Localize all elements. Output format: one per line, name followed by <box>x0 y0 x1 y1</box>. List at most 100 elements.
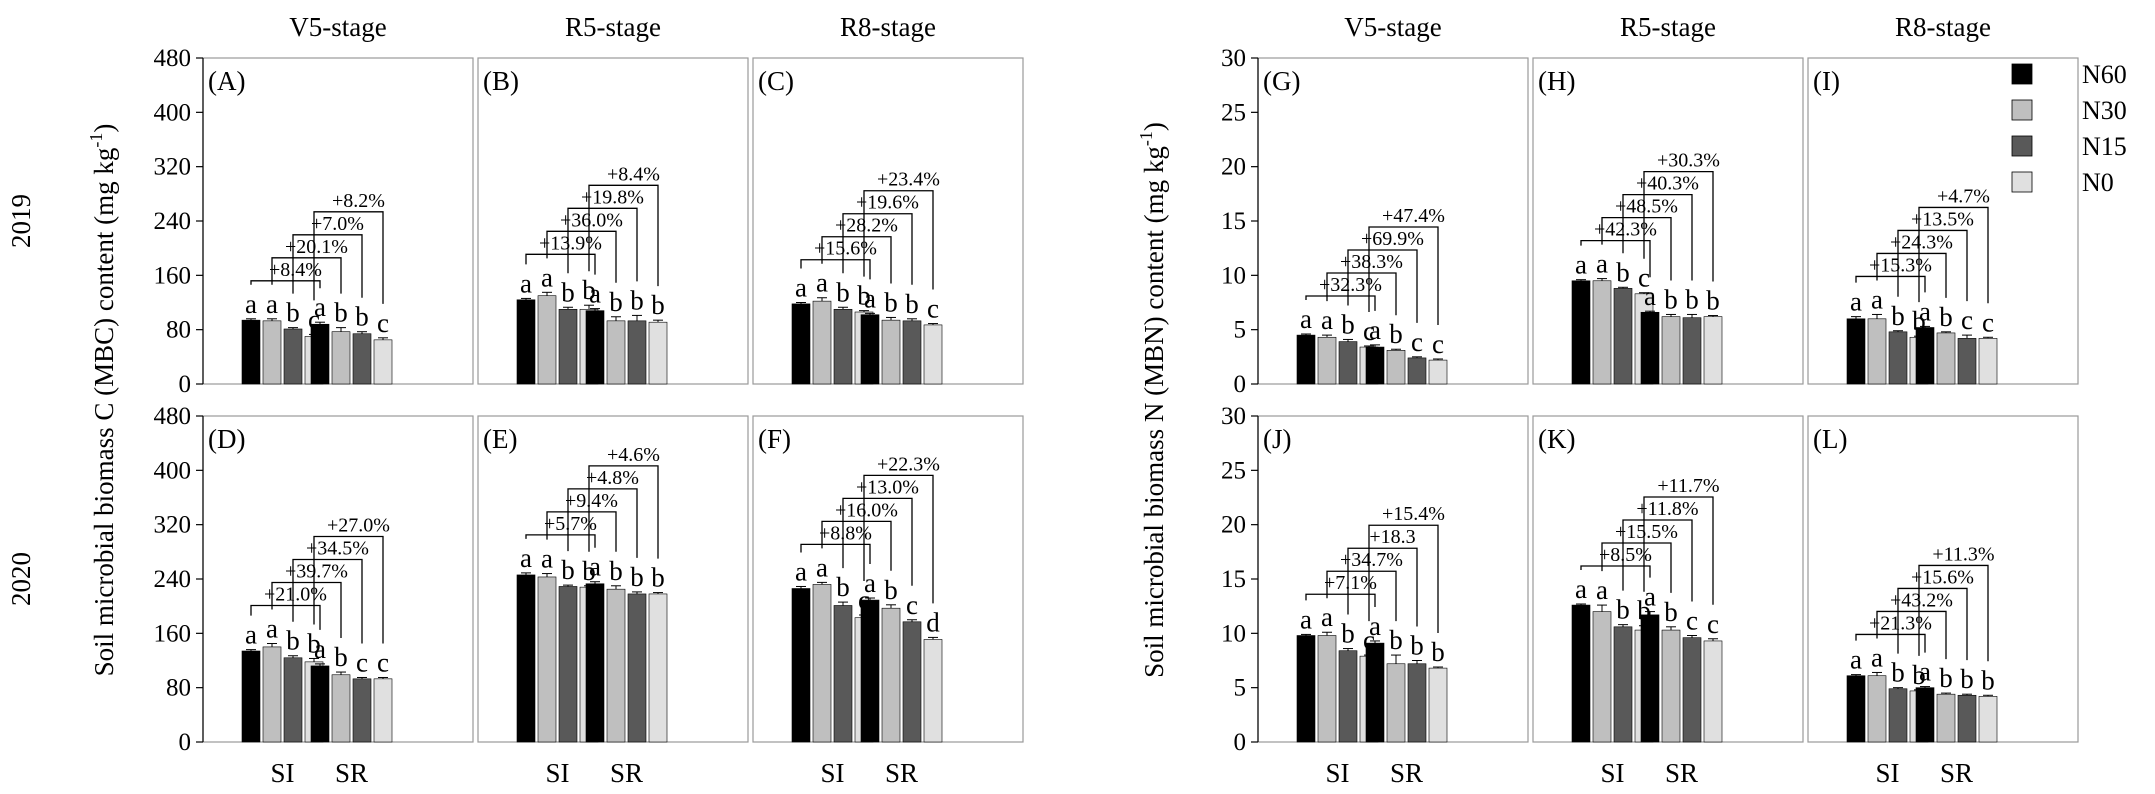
comparison-bracket: +8.8% <box>800 522 872 565</box>
bar-sr-n30 <box>606 320 626 385</box>
y-tick-label: 30 <box>1221 403 1246 430</box>
bar-si-n15 <box>833 605 853 743</box>
comparison-bracket: +19.8% <box>567 186 644 282</box>
y-tick-label: 80 <box>166 675 191 702</box>
significance-letter: a <box>795 556 807 586</box>
percent-increase-label: +19.6% <box>856 192 919 214</box>
percent-increase-label: +9.4% <box>565 490 618 512</box>
category-label-si: SI <box>1875 758 1899 788</box>
bar-sr-n0 <box>923 324 943 385</box>
y-axis-label-main: Soil microbial biomass C (MBC) content (… <box>89 148 119 677</box>
percent-increase-label: +18.3 <box>1369 526 1415 548</box>
significance-letter: a <box>589 279 601 309</box>
bar-si-n30 <box>812 584 832 743</box>
percent-increase-label: +7.0% <box>311 213 364 235</box>
significance-letter: a <box>541 262 553 292</box>
bracket-line <box>842 497 913 586</box>
significance-letter: a <box>1369 611 1381 641</box>
bar-sr-n30 <box>881 319 901 385</box>
bar-sr-n30 <box>1661 629 1681 743</box>
significance-letter: a <box>1871 284 1883 314</box>
significance-letter: a <box>1300 604 1312 634</box>
comparison-bracket: +9.4% <box>546 490 618 552</box>
bar-sr-n60 <box>860 599 880 743</box>
y-axis-label: Soil microbial biomass N (MBN) content (… <box>1136 122 1169 678</box>
panel-label: (E) <box>483 424 517 454</box>
bar-sr-n30 <box>331 331 351 385</box>
significance-letter: c <box>1411 327 1423 357</box>
significance-letter: c <box>906 590 918 620</box>
significance-letter: a <box>245 620 257 650</box>
significance-letter: b <box>630 562 644 592</box>
significance-letter: b <box>836 572 850 602</box>
bar-sr-n0 <box>373 339 393 385</box>
bar-si-n30 <box>537 295 557 385</box>
bracket-line <box>1622 519 1693 602</box>
bracket-line <box>1876 252 1947 298</box>
percent-increase-label: +15.4% <box>1382 503 1445 525</box>
comparison-bracket: +13.5% <box>1897 208 1974 302</box>
bracket-line <box>1347 249 1418 323</box>
bar-sr-n15 <box>1407 663 1427 743</box>
bar-sr-n15 <box>1682 637 1702 743</box>
significance-letter: b <box>1341 309 1355 339</box>
significance-letter: c <box>377 308 389 338</box>
bar-si-n15 <box>558 586 578 743</box>
percent-increase-label: +34.5% <box>306 538 369 560</box>
bar-sr-n15 <box>627 593 647 743</box>
bar-sr-n15 <box>902 621 922 743</box>
bar-si-n15 <box>558 308 578 385</box>
comparison-bracket: +4.7% <box>1918 185 1990 304</box>
significance-letter: b <box>836 277 850 307</box>
bracket-line <box>1643 170 1714 282</box>
bracket-line <box>271 257 342 294</box>
bracket-line <box>800 259 871 280</box>
y-tick-label: 480 <box>154 45 192 72</box>
bracket-line <box>1918 564 1989 662</box>
significance-letter: a <box>520 268 532 298</box>
y-tick-label: 160 <box>154 262 192 289</box>
y-tick-label: 5 <box>1234 317 1247 344</box>
percent-increase-label: +13.5% <box>1911 208 1974 230</box>
significance-letter: c <box>377 647 389 677</box>
bar-si-n15 <box>833 308 853 385</box>
percent-increase-label: +23.4% <box>877 169 940 191</box>
bar-si-n15 <box>1338 341 1358 385</box>
bracket-line <box>1855 633 1926 653</box>
significance-letter: c <box>1982 307 1994 337</box>
comparison-bracket: +23.4% <box>863 169 940 290</box>
significance-letter: a <box>1850 645 1862 675</box>
bar-si-n30 <box>1592 280 1612 385</box>
percent-increase-label: +7.1% <box>1324 572 1377 594</box>
bracket-line <box>313 535 384 644</box>
significance-letter: a <box>1575 250 1587 280</box>
significance-letter: a <box>266 614 278 644</box>
bar-sr-n30 <box>1936 693 1956 743</box>
significance-letter: b <box>307 628 321 658</box>
y-tick-label: 0 <box>179 371 192 398</box>
significance-letter: b <box>1664 284 1678 314</box>
y-tick-label: 25 <box>1221 99 1246 126</box>
y-tick-label: 240 <box>154 208 192 235</box>
significance-letter: b <box>1389 319 1403 349</box>
significance-letter: c <box>1686 606 1698 636</box>
bracket-line <box>1347 547 1418 627</box>
bar-sr-n0 <box>648 593 668 743</box>
bar-sr-n30 <box>1661 316 1681 385</box>
significance-letter: a <box>1300 304 1312 334</box>
bar-sr-n0 <box>923 639 943 743</box>
percent-increase-label: +4.7% <box>1937 185 1990 207</box>
percent-increase-label: +16.0% <box>835 499 898 521</box>
comparison-bracket: +4.6% <box>588 444 660 559</box>
percent-increase-label: +38.3% <box>1340 251 1403 273</box>
bar-si-n60 <box>1571 604 1591 743</box>
bar-si-n30 <box>262 646 282 743</box>
comparison-bracket: +15.3% <box>1855 254 1932 293</box>
bar-si-n60 <box>241 319 261 385</box>
stage-title: R8-stage <box>1895 12 1991 42</box>
y-tick-label: 5 <box>1234 675 1247 702</box>
significance-letter: a <box>1321 305 1333 335</box>
percent-increase-label: +15.6% <box>1911 566 1974 588</box>
comparison-bracket: +7.1% <box>1305 572 1377 607</box>
bar-sr-n15 <box>902 320 922 385</box>
